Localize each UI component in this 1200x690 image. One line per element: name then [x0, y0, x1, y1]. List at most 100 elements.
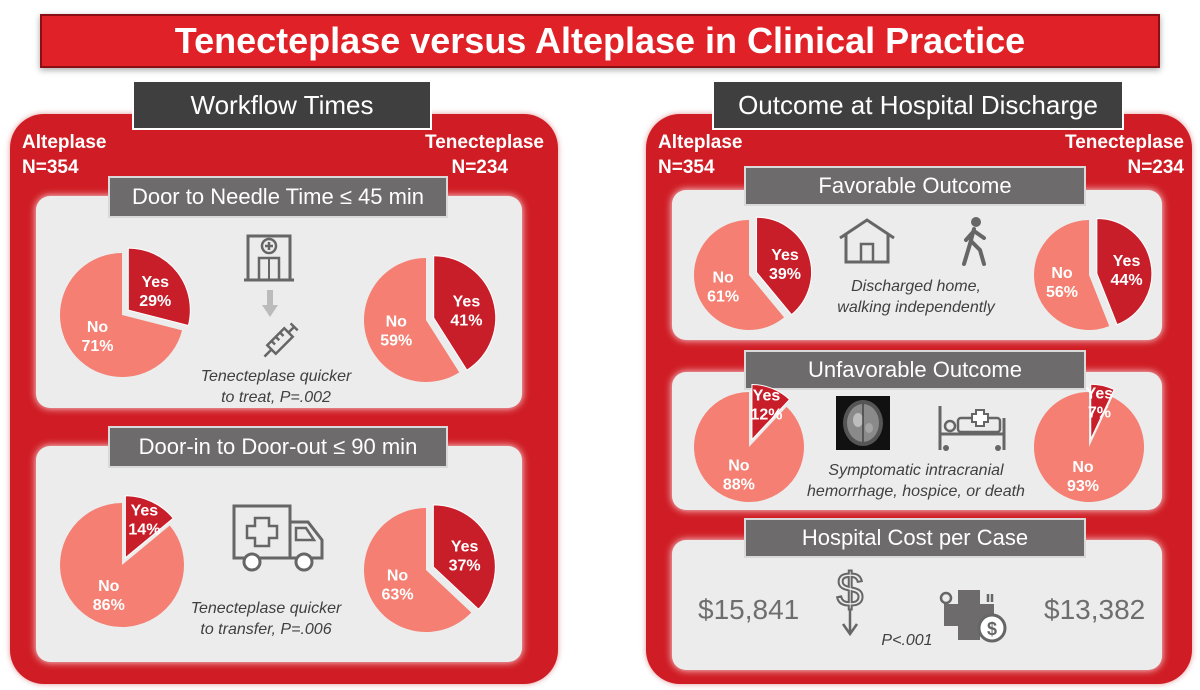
pie-value-no: 59%: [380, 333, 412, 350]
pie-unfav-alteplase: Yes 12% No 88%: [694, 384, 804, 502]
pie-dtn-tenecteplase: Yes 41% No 59%: [363, 255, 497, 382]
tenecteplase-n: N=234: [451, 157, 508, 178]
favorable-note: Discharged home, walking independently: [816, 276, 1016, 318]
cost-heading: Hospital Cost per Case: [744, 518, 1086, 558]
hospital-icon: [244, 234, 294, 282]
svg-text:$: $: [837, 564, 864, 617]
hospital-bed-icon: [938, 406, 1006, 451]
pie-value-yes: 37%: [449, 557, 481, 574]
pie-value-yes: 14%: [128, 521, 160, 538]
syringe-icon: [263, 322, 299, 358]
pie-slice-no: [60, 503, 184, 627]
note-line: Symptomatic intracranial: [828, 462, 1004, 479]
note-line: Discharged home,: [851, 278, 981, 295]
cost-p-value: P<.001: [881, 632, 933, 649]
alteplase-name: Alteplase: [22, 132, 107, 153]
pie-value-no: 61%: [707, 288, 739, 305]
pie-label-no: No: [98, 578, 120, 595]
door-to-needle-note: Tenecteplase quicker to treat, P=.002: [186, 366, 366, 408]
pie-label-yes: Yes: [451, 538, 479, 555]
pie-value-yes: 29%: [139, 293, 171, 310]
tenecteplase-n: N=234: [1127, 157, 1184, 178]
arrow-down-icon: [262, 290, 278, 317]
alteplase-cost: $15,841: [698, 594, 800, 625]
note-line: to treat, P=.002: [221, 389, 331, 406]
pie-slice-yes: [1096, 218, 1153, 326]
pie-label-no: No: [1051, 265, 1073, 282]
unfavorable-note: Symptomatic intracranial hemorrhage, hos…: [796, 460, 1036, 502]
note-line: walking independently: [837, 299, 995, 316]
door-to-needle-heading: Door to Needle Time ≤ 45 min: [108, 176, 448, 218]
alteplase-name: Alteplase: [658, 132, 743, 153]
tenecteplase-cost: $13,382: [1044, 594, 1146, 625]
tenecteplase-label: Tenecteplase N=234: [420, 130, 544, 180]
tenecteplase-name: Tenecteplase: [1065, 132, 1184, 153]
house-icon: [839, 218, 895, 264]
pie-dido-alteplase: Yes 14% No 86%: [60, 495, 184, 627]
pie-value-yes: 7%: [1088, 405, 1111, 422]
pie-label-yes: Yes: [1113, 253, 1141, 270]
pie-fav-tenecteplase: Yes 44% No 56%: [1034, 218, 1153, 330]
cost-box: [672, 540, 1162, 670]
pie-label-yes: Yes: [771, 247, 799, 264]
pie-value-yes: 44%: [1111, 272, 1143, 289]
alteplase-label-right: Alteplase N=354: [658, 130, 742, 180]
favorable-heading: Favorable Outcome: [744, 166, 1086, 206]
brain-scan-icon: [836, 396, 890, 450]
pie-value-no: 88%: [723, 477, 755, 494]
pie-unfav-tenecteplase: Yes 7% No 93%: [1034, 383, 1144, 502]
pie-slice-yes: [124, 495, 174, 559]
pie-slice-no: [1034, 392, 1144, 502]
pie-value-yes: 41%: [450, 312, 482, 329]
workflow-heading: Workflow Times: [132, 80, 432, 130]
pie-slice-yes: [127, 247, 191, 327]
pie-dtn-alteplase: Yes 29% No 71%: [59, 247, 191, 377]
pie-value-no: 71%: [81, 338, 113, 355]
pie-slice-no: [694, 220, 785, 330]
pie-slice-no: [1034, 220, 1110, 330]
note-line: Tenecteplase quicker: [190, 600, 342, 617]
pie-slice-no: [363, 508, 472, 632]
note-line: Tenecteplase quicker: [200, 368, 352, 385]
ambulance-icon: [232, 504, 324, 572]
pie-label-no: No: [728, 458, 750, 475]
pie-slice-no: [363, 258, 460, 382]
pie-value-no: 86%: [93, 597, 125, 614]
pie-fav-alteplase: Yes 39% No 61%: [694, 216, 813, 330]
alteplase-label: Alteplase N=354: [22, 130, 106, 180]
pie-slice-yes: [751, 384, 791, 441]
door-in-out-heading: Door-in to Door-out ≤ 90 min: [108, 426, 448, 468]
door-in-out-note: Tenecteplase quicker to transfer, P=.006: [176, 598, 356, 640]
tenecteplase-name: Tenecteplase: [425, 132, 544, 153]
pie-slice-no: [694, 392, 804, 502]
unfavorable-heading: Unfavorable Outcome: [744, 350, 1086, 390]
svg-text:$: $: [987, 619, 997, 639]
pie-value-no: 93%: [1067, 478, 1099, 495]
pie-value-no: 56%: [1046, 284, 1078, 301]
pie-label-no: No: [386, 314, 408, 331]
pie-label-no: No: [387, 567, 409, 584]
note-line: to transfer, P=.006: [200, 621, 332, 638]
pie-label-no: No: [712, 269, 734, 286]
pie-label-yes: Yes: [453, 293, 481, 310]
alteplase-n: N=354: [658, 157, 715, 178]
pie-label-yes: Yes: [131, 502, 159, 519]
pie-slice-yes: [756, 216, 813, 316]
pie-value-yes: 12%: [751, 407, 783, 424]
pie-label-no: No: [87, 319, 109, 336]
pie-slice-no: [59, 253, 183, 377]
outcome-heading: Outcome at Hospital Discharge: [712, 80, 1124, 130]
alteplase-n: N=354: [22, 157, 79, 178]
dollar-down-icon: $: [836, 563, 864, 637]
page-title: Tenecteplase versus Alteplase in Clinica…: [40, 14, 1160, 68]
walking-person-icon: [962, 217, 986, 266]
pie-slice-yes: [433, 255, 497, 371]
pie-dido-tenecteplase: Yes 37% No 63%: [363, 504, 496, 632]
pie-slice-yes: [432, 504, 496, 610]
pie-label-no: No: [1072, 459, 1094, 476]
note-line: hemorrhage, hospice, or death: [807, 483, 1025, 500]
pie-label-yes: Yes: [1086, 386, 1114, 403]
pie-label-yes: Yes: [141, 274, 169, 291]
pie-value-yes: 39%: [769, 266, 801, 283]
medical-cost-icon: $: [939, 590, 1007, 643]
